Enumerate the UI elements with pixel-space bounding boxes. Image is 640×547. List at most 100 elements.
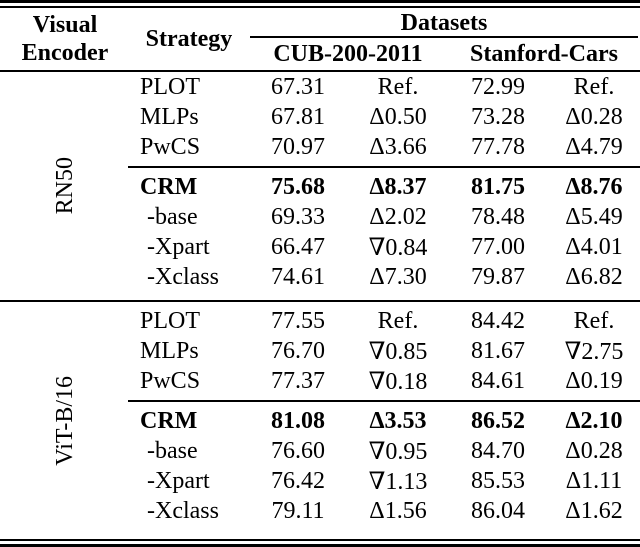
cars-acc-cell: 81.67 [471,337,525,364]
group-vit-b16: ViT-B/16 PLOT 77.55 Ref. 84.42 Ref. MLPs… [0,302,640,539]
strategy-cell: MLPs [140,103,199,130]
table-row: -Xclass 79.11 Δ1.56 86.04 Δ1.62 [0,496,640,526]
bottom-double-rule [0,539,640,547]
cub-acc-cell: 69.33 [271,203,325,230]
strategy-cell: PwCS [140,367,201,394]
cars-delta-cell: Δ1.11 [565,467,623,494]
table-row: PLOT 77.55 Ref. 84.42 Ref. [0,306,640,336]
cars-acc-cell: 72.99 [471,73,525,100]
cars-acc-cell: 84.42 [471,307,525,334]
table-row: -base 69.33 Δ2.02 78.48 Δ5.49 [0,202,640,232]
crm-midrule [128,400,640,402]
cars-delta-cell: Δ6.82 [565,263,623,290]
strategy-cell: -base [147,203,198,230]
cub-acc-cell: 67.81 [271,103,325,130]
strategy-cell: PLOT [140,73,200,100]
table-header: Visual Encoder Strategy Datasets CUB-200… [0,8,640,70]
group-rn50: RN50 PLOT 67.31 Ref. 72.99 Ref. MLPs 67.… [0,72,640,300]
strategy-cell: PwCS [140,133,201,160]
cars-acc-cell: 85.53 [471,467,525,494]
strategy-cell: -Xpart [147,233,210,260]
cub-acc-cell: 75.68 [271,173,325,200]
cub-delta-cell: ∇0.84 [368,234,428,261]
encoder-label-vit-b16: ViT-B/16 [51,375,78,466]
header-strategy: Strategy [145,25,233,52]
cars-delta-cell: Δ4.79 [565,133,623,160]
cub-acc-cell: 70.97 [271,133,325,160]
header-dataset-cub: CUB-200-2011 [273,40,423,67]
table-row: -base 76.60 ∇0.95 84.70 Δ0.28 [0,436,640,466]
header-rule [0,70,640,72]
top-double-rule [0,0,640,8]
table-row: -Xpart 76.42 ∇1.13 85.53 Δ1.11 [0,466,640,496]
cub-delta-cell: ∇0.18 [368,368,428,395]
cars-acc-cell: 78.48 [471,203,525,230]
cars-delta-cell: ∇2.75 [564,338,624,365]
table-row: -Xpart 66.47 ∇0.84 77.00 Δ4.01 [0,232,640,262]
cub-acc-cell: 76.42 [271,467,325,494]
cub-delta-cell: ∇0.85 [368,338,428,365]
cub-delta-cell: ∇0.95 [368,438,428,465]
header-datasets: Datasets [250,8,638,38]
cars-acc-cell: 79.87 [471,263,525,290]
table-row: MLPs 67.81 Δ0.50 73.28 Δ0.28 [0,102,640,132]
cub-delta-cell: Δ8.37 [369,173,427,200]
cars-acc-cell: 77.00 [471,233,525,260]
cub-acc-cell: 66.47 [271,233,325,260]
cub-delta-cell: Δ3.66 [369,133,427,160]
cars-acc-cell: 84.70 [471,437,525,464]
strategy-cell: -Xpart [147,467,210,494]
cub-acc-cell: 76.60 [271,437,325,464]
header-visual-encoder: Visual Encoder [21,12,109,66]
cub-acc-cell: 67.31 [271,73,325,100]
cub-acc-cell: 76.70 [271,337,325,364]
strategy-cell: -base [147,437,198,464]
strategy-cell: -Xclass [147,497,219,524]
cub-delta-cell: Ref. [377,307,419,334]
strategy-cell: MLPs [140,337,199,364]
cub-acc-cell: 77.37 [271,367,325,394]
crm-midrule [128,166,640,168]
cub-acc-cell: 74.61 [271,263,325,290]
cars-delta-cell: Ref. [573,73,615,100]
cars-acc-cell: 86.52 [471,407,525,434]
cars-acc-cell: 86.04 [471,497,525,524]
strategy-cell: -Xclass [147,263,219,290]
cub-delta-cell: ∇1.13 [368,468,428,495]
cars-delta-cell: Δ0.28 [565,103,623,130]
table-row: -Xclass 74.61 Δ7.30 79.87 Δ6.82 [0,262,640,292]
header-datasets-group: Datasets CUB-200-2011 Stanford-Cars [248,8,640,70]
strategy-cell: CRM [140,173,198,200]
cub-delta-cell: Δ0.50 [369,103,427,130]
cub-acc-cell: 77.55 [271,307,325,334]
cars-acc-cell: 77.78 [471,133,525,160]
table-row: CRM 81.08 Δ3.53 86.52 Δ2.10 [0,406,640,436]
cub-delta-cell: Ref. [377,73,419,100]
strategy-cell: CRM [140,407,198,434]
cars-acc-cell: 84.61 [471,367,525,394]
cars-delta-cell: Δ2.10 [565,407,623,434]
group-separator-rule [0,300,640,302]
cars-acc-cell: 73.28 [471,103,525,130]
cub-delta-cell: Δ7.30 [369,263,427,290]
cub-delta-cell: Δ1.56 [369,497,427,524]
cars-delta-cell: Δ5.49 [565,203,623,230]
table-row: PLOT 67.31 Ref. 72.99 Ref. [0,72,640,102]
table-row: MLPs 76.70 ∇0.85 81.67 ∇2.75 [0,336,640,366]
cars-delta-cell: Δ0.19 [565,367,623,394]
table-row: PwCS 77.37 ∇0.18 84.61 Δ0.19 [0,366,640,396]
cub-delta-cell: Δ3.53 [369,407,427,434]
cars-delta-cell: Δ1.62 [565,497,623,524]
cars-delta-cell: Δ8.76 [565,173,623,200]
cars-delta-cell: Ref. [573,307,615,334]
table-row: CRM 75.68 Δ8.37 81.75 Δ8.76 [0,172,640,202]
cub-acc-cell: 79.11 [271,497,325,524]
header-dataset-names: CUB-200-2011 Stanford-Cars [248,38,640,70]
table-row: PwCS 70.97 Δ3.66 77.78 Δ4.79 [0,132,640,162]
header-dataset-cars: Stanford-Cars [470,40,618,67]
encoder-label-rn50: RN50 [51,157,78,215]
cars-delta-cell: Δ4.01 [565,233,623,260]
cub-delta-cell: Δ2.02 [369,203,427,230]
cub-acc-cell: 81.08 [271,407,325,434]
